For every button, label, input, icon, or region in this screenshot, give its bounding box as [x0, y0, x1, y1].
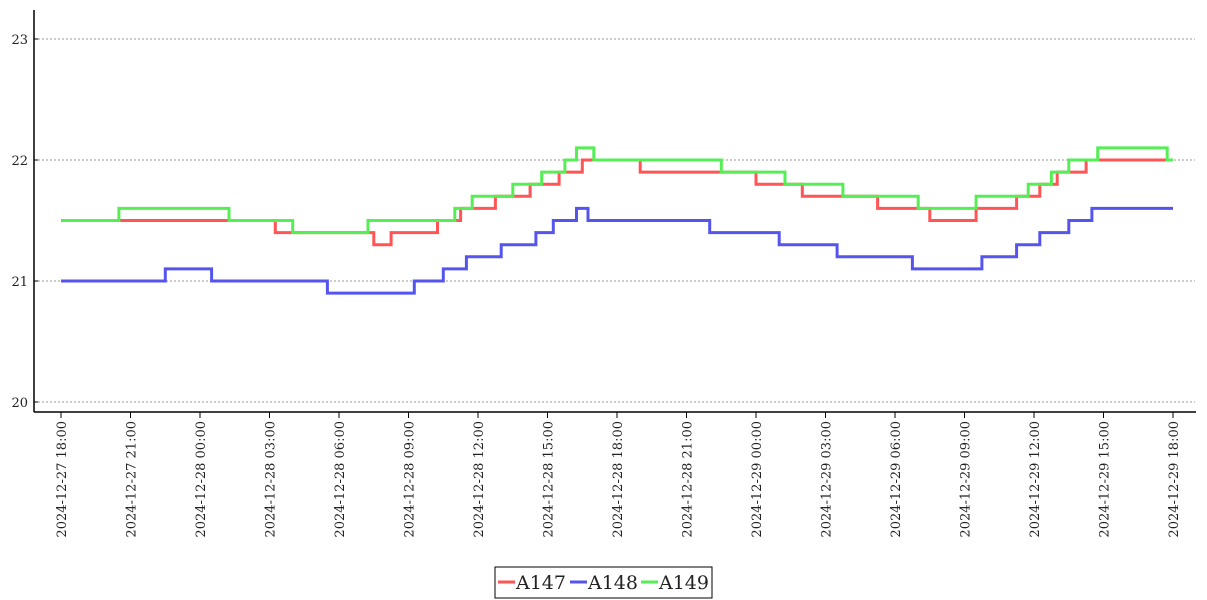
- legend: A147 A148 A149: [494, 566, 713, 599]
- y-tick-label: 22: [11, 154, 28, 169]
- y-tick-label: 23: [11, 33, 28, 48]
- x-tick-label: 2024-12-28 09:00: [403, 421, 418, 538]
- x-tick-label: 2024-12-27 21:00: [125, 421, 140, 538]
- x-tick-label: 2024-12-28 00:00: [194, 421, 209, 538]
- x-tick-label: 2024-12-29 09:00: [959, 421, 974, 538]
- series-line-a147: [61, 158, 1173, 247]
- series-line-a149: [61, 146, 1173, 235]
- legend-label-a148: A148: [587, 572, 638, 594]
- legend-label-a147: A147: [515, 572, 566, 594]
- x-tick-label: 2024-12-29 15:00: [1098, 421, 1113, 538]
- y-tick-labels: 20 21 22 23: [11, 33, 38, 411]
- x-tick-label: 2024-12-29 18:00: [1167, 421, 1182, 538]
- x-tick-label: 2024-12-27 18:00: [55, 421, 70, 538]
- x-tick-label: 2024-12-29 12:00: [1028, 421, 1043, 538]
- x-tick-label: 2024-12-28 15:00: [542, 421, 557, 538]
- legend-label-a149: A149: [658, 572, 709, 594]
- x-tick-label: 2024-12-28 21:00: [681, 421, 696, 538]
- y-tick-label: 21: [11, 275, 28, 290]
- x-tick-labels: 2024-12-27 18:00 2024-12-27 21:00 2024-12-…: [55, 412, 1182, 538]
- series-line-a148: [61, 206, 1173, 295]
- y-tick-label: 20: [11, 396, 28, 411]
- x-tick-label: 2024-12-28 12:00: [472, 421, 487, 538]
- series-lines: [61, 146, 1173, 295]
- x-tick-label: 2024-12-28 18:00: [611, 421, 626, 538]
- axes: [33, 10, 1196, 413]
- x-tick-label: 2024-12-28 06:00: [333, 421, 348, 538]
- x-tick-label: 2024-12-29 06:00: [889, 421, 904, 538]
- legend-box: [494, 566, 713, 599]
- x-tick-label: 2024-12-29 03:00: [820, 421, 835, 538]
- x-tick-label: 2024-12-28 03:00: [264, 421, 279, 538]
- x-tick-label: 2024-12-29 00:00: [750, 421, 765, 538]
